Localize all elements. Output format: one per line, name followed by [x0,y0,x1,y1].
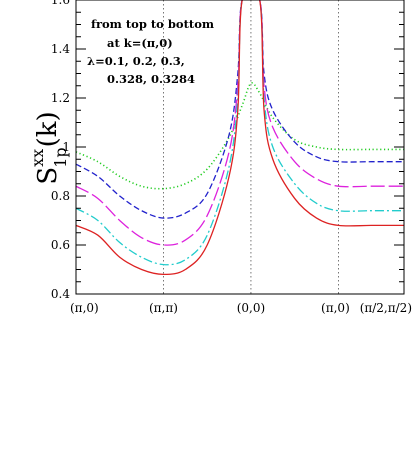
y-tick-labels: 0.4 0.6 0.8 1 1.2 1.4 1.6 [51,0,70,301]
y-axis-label: Sxx 1p(k) [28,111,70,184]
ytick-label: 1 [62,140,70,154]
series-line-4 [76,0,404,276]
annotation-line-4: 0.328, 0.3284 [107,72,195,86]
annotation: from top to bottom at k=(π,0) λ=0.1, 0.2… [87,17,214,86]
axis-ticks [76,0,404,295]
ytick-label: 0.6 [51,238,70,252]
ytick-label: 1.4 [51,42,70,56]
vertical-gridlines [163,0,339,294]
ytick-label: 0.4 [51,287,70,301]
ytick-label: 0.8 [51,189,70,203]
xtick-label-2: (0,0) [237,301,265,315]
annotation-line-3: λ=0.1, 0.2, 0.3, [87,54,185,68]
xtick-label-4: (π/2,π/2) [360,301,412,315]
series-line-0 [76,82,404,190]
xtick-label-3: (π,0) [321,301,350,315]
annotation-line-1: from top to bottom [91,17,214,31]
xtick-label-0: (π,0) [70,301,99,315]
series-layer [76,0,404,276]
series-line-3 [76,0,404,266]
x-tick-labels: (π,0) (π,π) (0,0) (π,0) (π/2,π/2) [70,301,412,315]
y-label-sup: xx [28,149,47,167]
ytick-label: 1.2 [51,91,70,105]
y-label-symbol: S [33,167,63,185]
xtick-label-1: (π,π) [149,301,178,315]
annotation-line-2: at k=(π,0) [107,36,173,50]
y-label-sub: 1p [51,147,70,167]
y-label-arg: (k) [33,111,63,147]
ytick-label: 1.6 [51,0,70,7]
